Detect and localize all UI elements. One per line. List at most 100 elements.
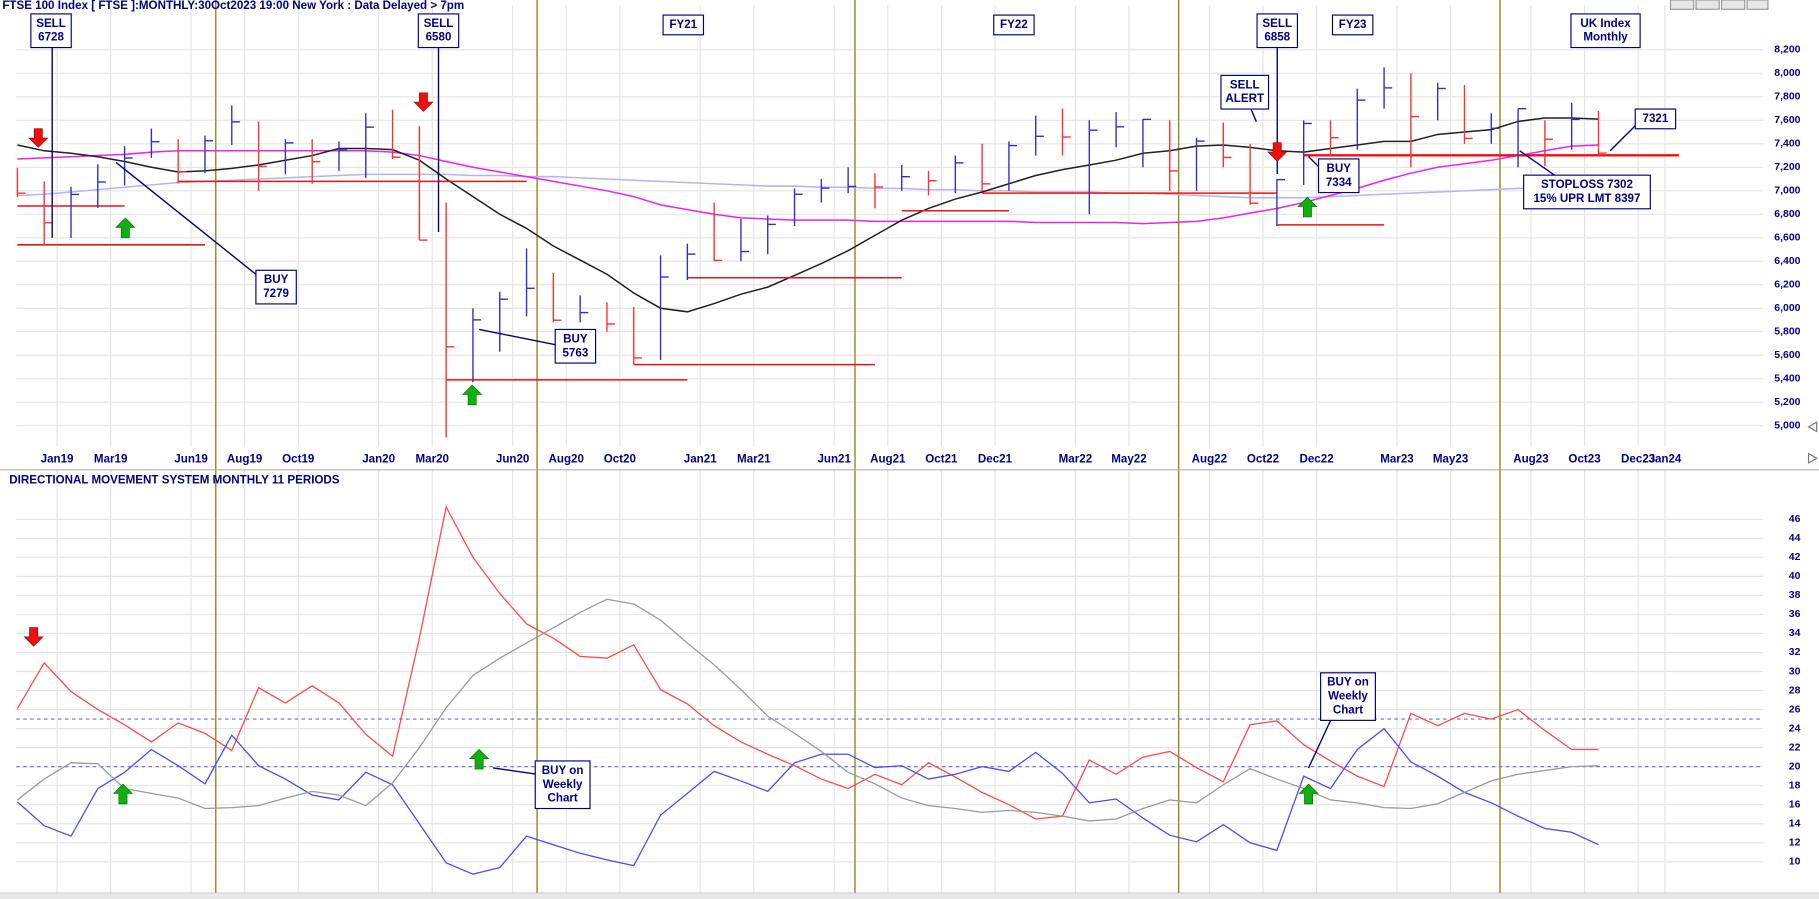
- x-tick-label: Jan21: [684, 452, 717, 465]
- y-tick-label: 12: [1789, 838, 1801, 849]
- annotation-text: BUY on: [542, 764, 584, 777]
- annotation: FY22: [993, 14, 1035, 36]
- y-tick-label: 34: [1789, 628, 1801, 639]
- y-tick-label: 5,000: [1774, 420, 1800, 431]
- x-tick-label: May23: [1433, 452, 1469, 465]
- x-tick-label: Jan20: [362, 452, 395, 465]
- annotation-box: [1320, 672, 1376, 721]
- x-tick-label: Mar23: [1380, 452, 1414, 465]
- buy-arrow: [112, 783, 134, 805]
- y-tick-label: 6,400: [1774, 256, 1800, 267]
- x-tick-label: Dec22: [1299, 452, 1333, 465]
- y-tick-label: 14: [1789, 819, 1801, 830]
- x-tick-label: Jun20: [496, 452, 530, 465]
- scroll-arrow[interactable]: [1807, 452, 1818, 464]
- annotation-text: 6728: [38, 31, 64, 44]
- y-tick-label: 6,600: [1774, 233, 1800, 244]
- x-tick-label: Dec21: [978, 452, 1013, 465]
- scrollbar[interactable]: [0, 893, 1819, 899]
- x-tick-label: Oct19: [282, 452, 315, 465]
- y-tick-label: 26: [1789, 704, 1801, 715]
- x-tick-label: Aug20: [549, 452, 584, 465]
- x-tick-label: Mar21: [737, 452, 771, 465]
- annotation-text: 7321: [1643, 112, 1669, 125]
- annotation-text: 6858: [1264, 31, 1290, 44]
- annotation-connector: [478, 328, 561, 347]
- annotation-text: Monthly: [1583, 31, 1628, 44]
- annotation-text: 6580: [426, 31, 452, 44]
- y-tick-label: 5,800: [1774, 326, 1800, 337]
- x-tick-label: Oct21: [925, 452, 958, 465]
- indicator-line: [16, 727, 1599, 875]
- sell-arrow: [28, 128, 49, 148]
- y-tick-label: 18: [1789, 780, 1801, 791]
- annotation-connector: [492, 767, 542, 776]
- y-tick-label: 6,200: [1774, 280, 1800, 291]
- y-tick-label: 7,200: [1774, 162, 1800, 173]
- y-tick-label: 10: [1789, 857, 1801, 868]
- annotation-text: SELL: [424, 17, 454, 30]
- annotation-box: [1570, 13, 1641, 49]
- annotation-box: [1256, 13, 1299, 49]
- annotation-text: BUY on: [1327, 676, 1369, 689]
- marks-layer: Jan19 Mar19 Jun19 Aug19 Oct19 Jan20 Mar20 Jun20…: [16, 13, 1801, 875]
- chart-title: FTSE 100 Index [ FTSE ]:MONTHLY:30Oct202…: [2, 0, 464, 12]
- y-tick-label: 24: [1789, 723, 1801, 734]
- buy-arrow: [468, 748, 490, 770]
- annotation-text: Chart: [1333, 704, 1363, 717]
- annotation-text: 7334: [1326, 176, 1352, 189]
- annotation: 7321: [1609, 108, 1677, 152]
- nav-last[interactable]: [1746, 0, 1769, 10]
- y-tick-label: 20: [1789, 761, 1801, 772]
- annotation-box: [30, 13, 72, 49]
- x-tick-label: Aug19: [227, 452, 263, 465]
- x-tick-label: Oct22: [1247, 452, 1279, 465]
- nav-first[interactable]: [1669, 0, 1695, 10]
- annotation-box: [255, 269, 297, 305]
- y-tick-label: 5,600: [1774, 350, 1800, 361]
- buy-arrow: [462, 384, 483, 406]
- scroll-arrow[interactable]: [1807, 421, 1818, 433]
- annotation-text: STOPLOSS 7302: [1541, 178, 1633, 191]
- y-tick-label: 16: [1789, 799, 1801, 810]
- x-tick-label: May22: [1111, 452, 1146, 465]
- grid-layer: [16, 5, 1764, 894]
- annotation-box: [662, 14, 705, 36]
- annotation-text: BUY: [264, 273, 289, 286]
- annotation-text: BUY: [563, 332, 588, 345]
- x-tick-label: Jun19: [174, 452, 208, 465]
- x-tick-label: Oct20: [604, 452, 636, 465]
- nav-next[interactable]: [1720, 0, 1746, 10]
- annotation-text: FY22: [1000, 18, 1028, 31]
- annotation-text: Weekly: [1328, 690, 1368, 703]
- indicator-title: DIRECTIONAL MOVEMENT SYSTEM MONTHLY 11 P…: [9, 473, 340, 486]
- annotation-text: FY21: [669, 18, 697, 31]
- annotation-box: [1523, 174, 1651, 210]
- y-tick-label: 6,800: [1774, 209, 1800, 220]
- y-tick-label: 42: [1789, 552, 1801, 563]
- sell-arrow: [23, 627, 44, 647]
- x-tick-label: Aug22: [1192, 452, 1227, 465]
- annotation-text: SELL: [1262, 17, 1292, 30]
- y-tick-label: 6,000: [1774, 303, 1800, 314]
- moving-average: [17, 144, 1599, 225]
- x-tick-label: Mar19: [94, 452, 128, 465]
- y-tick-label: 28: [1789, 685, 1801, 696]
- sell-arrow: [413, 92, 434, 112]
- x-tick-label: Jan19: [41, 452, 74, 465]
- annotation-box: [1634, 108, 1677, 130]
- annotation: FY21: [662, 14, 705, 36]
- y-tick-label: 32: [1789, 647, 1801, 658]
- annotation-box: [534, 760, 591, 810]
- annotation-text: 15% UPR LMT 8397: [1533, 192, 1640, 205]
- nav-prev[interactable]: [1695, 0, 1720, 10]
